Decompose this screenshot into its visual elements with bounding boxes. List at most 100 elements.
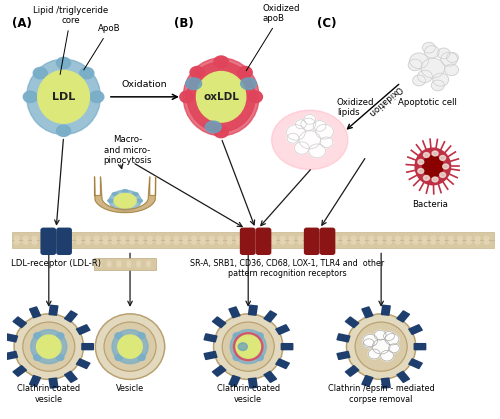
Ellipse shape	[36, 335, 61, 358]
Circle shape	[444, 64, 458, 75]
Circle shape	[316, 124, 334, 139]
Circle shape	[475, 240, 480, 244]
Circle shape	[218, 236, 223, 240]
Circle shape	[138, 236, 143, 240]
FancyBboxPatch shape	[56, 228, 72, 255]
Ellipse shape	[109, 190, 141, 211]
Circle shape	[372, 339, 390, 354]
Circle shape	[136, 264, 140, 267]
FancyBboxPatch shape	[414, 343, 426, 350]
Circle shape	[156, 236, 161, 240]
Ellipse shape	[56, 125, 70, 137]
Circle shape	[378, 240, 382, 244]
Ellipse shape	[256, 354, 264, 360]
Circle shape	[413, 240, 418, 244]
Circle shape	[313, 121, 326, 131]
Ellipse shape	[233, 354, 240, 360]
Ellipse shape	[34, 333, 41, 339]
Circle shape	[23, 240, 28, 244]
Circle shape	[466, 236, 471, 240]
Circle shape	[68, 240, 72, 244]
Circle shape	[41, 236, 46, 240]
Circle shape	[107, 264, 111, 267]
Text: Clathrin coated
vesicle: Clathrin coated vesicle	[216, 384, 280, 404]
Ellipse shape	[115, 333, 122, 339]
Circle shape	[218, 240, 223, 244]
FancyBboxPatch shape	[381, 378, 391, 389]
Circle shape	[14, 236, 20, 240]
Circle shape	[360, 240, 365, 244]
Circle shape	[148, 236, 152, 240]
FancyBboxPatch shape	[204, 333, 218, 343]
Circle shape	[262, 240, 268, 244]
Ellipse shape	[355, 322, 407, 371]
Circle shape	[165, 240, 170, 244]
Ellipse shape	[31, 330, 67, 364]
Text: LDL-receptor (LDL-R): LDL-receptor (LDL-R)	[11, 259, 101, 268]
Bar	[12, 240, 494, 248]
Text: Clathrin coated
vesicle: Clathrin coated vesicle	[17, 384, 80, 404]
Circle shape	[136, 261, 140, 264]
Circle shape	[76, 240, 82, 244]
FancyBboxPatch shape	[12, 316, 27, 328]
Ellipse shape	[233, 333, 240, 339]
Circle shape	[458, 236, 462, 240]
Circle shape	[182, 236, 188, 240]
Circle shape	[200, 236, 205, 240]
Circle shape	[174, 236, 179, 240]
Circle shape	[396, 240, 400, 244]
Ellipse shape	[190, 67, 204, 78]
Circle shape	[280, 236, 285, 240]
Ellipse shape	[114, 194, 136, 208]
Text: Oxidation: Oxidation	[366, 84, 404, 118]
Circle shape	[120, 240, 126, 244]
Circle shape	[182, 240, 188, 244]
Text: Oxidized
apoB: Oxidized apoB	[246, 4, 300, 71]
Circle shape	[298, 236, 303, 240]
Circle shape	[413, 236, 418, 240]
Bar	[94, 258, 156, 270]
FancyBboxPatch shape	[76, 324, 90, 335]
Circle shape	[431, 240, 436, 244]
Ellipse shape	[187, 62, 255, 132]
Ellipse shape	[180, 91, 194, 103]
Ellipse shape	[214, 314, 283, 379]
FancyBboxPatch shape	[4, 351, 18, 360]
Circle shape	[174, 240, 179, 244]
Ellipse shape	[14, 314, 84, 379]
Circle shape	[76, 236, 82, 240]
Circle shape	[386, 240, 392, 244]
Circle shape	[440, 52, 458, 66]
Ellipse shape	[132, 193, 138, 196]
Circle shape	[272, 240, 276, 244]
Circle shape	[50, 240, 54, 244]
Circle shape	[94, 236, 99, 240]
Circle shape	[50, 236, 54, 240]
Circle shape	[351, 240, 356, 244]
Ellipse shape	[234, 333, 263, 361]
Circle shape	[236, 236, 241, 240]
Circle shape	[342, 240, 347, 244]
Text: LDL: LDL	[52, 92, 75, 102]
Ellipse shape	[122, 190, 128, 193]
FancyBboxPatch shape	[248, 378, 258, 389]
Circle shape	[396, 236, 400, 240]
FancyBboxPatch shape	[29, 375, 41, 387]
Ellipse shape	[56, 354, 64, 360]
FancyBboxPatch shape	[344, 365, 360, 377]
FancyBboxPatch shape	[275, 324, 290, 335]
Ellipse shape	[272, 110, 348, 170]
Text: Macro-
and micro-
pinocytosis: Macro- and micro- pinocytosis	[104, 135, 152, 165]
Circle shape	[138, 240, 143, 244]
Text: oxLDL: oxLDL	[203, 92, 239, 102]
FancyBboxPatch shape	[64, 371, 78, 383]
Circle shape	[446, 53, 458, 62]
Ellipse shape	[196, 72, 246, 122]
Text: Oxidized
lipids: Oxidized lipids	[337, 98, 374, 117]
Circle shape	[385, 334, 399, 345]
Circle shape	[364, 339, 374, 348]
Ellipse shape	[138, 354, 145, 360]
FancyBboxPatch shape	[396, 371, 410, 383]
Polygon shape	[94, 177, 156, 212]
FancyBboxPatch shape	[228, 375, 240, 387]
